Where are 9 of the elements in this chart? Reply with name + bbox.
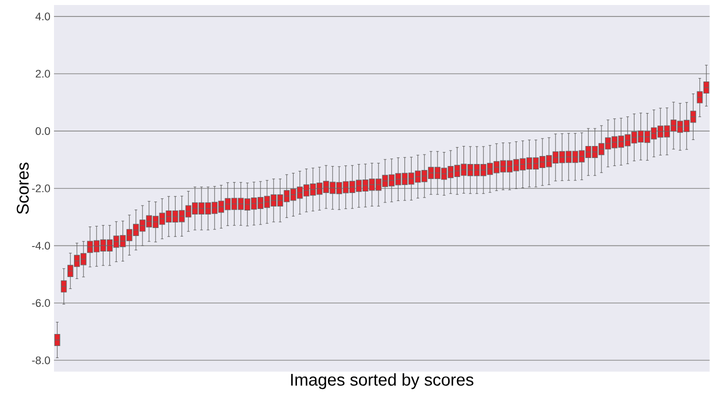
y-tick-label: -4.0 [32, 242, 50, 250]
y-tick-label: 4.0 [35, 12, 50, 20]
y-tick-label: -6.0 [32, 299, 50, 307]
y-tick-label: -2.0 [32, 184, 50, 192]
y-tick-label: -8.0 [32, 356, 50, 364]
y-axis-title: Scores [16, 162, 29, 214]
y-tick-label: 2.0 [36, 70, 50, 78]
x-axis-title: Images sorted by scores [291, 373, 474, 390]
y-tick-label: 0.0 [36, 127, 50, 136]
